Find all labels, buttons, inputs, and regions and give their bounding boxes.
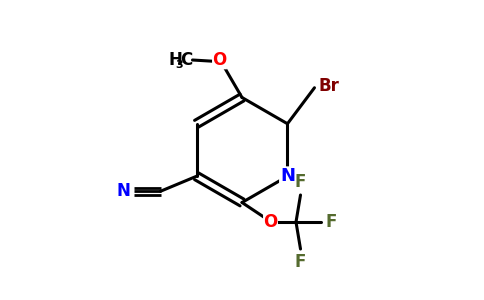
Text: O: O [263, 213, 278, 231]
Text: C: C [180, 51, 192, 69]
Text: Br: Br [319, 77, 340, 95]
Text: 3: 3 [175, 60, 183, 70]
Text: H: H [168, 51, 182, 69]
Text: F: F [295, 173, 306, 191]
Text: F: F [325, 213, 336, 231]
Text: F: F [295, 253, 306, 271]
Text: N: N [280, 167, 295, 185]
Text: N: N [117, 182, 131, 200]
Text: O: O [212, 51, 227, 69]
